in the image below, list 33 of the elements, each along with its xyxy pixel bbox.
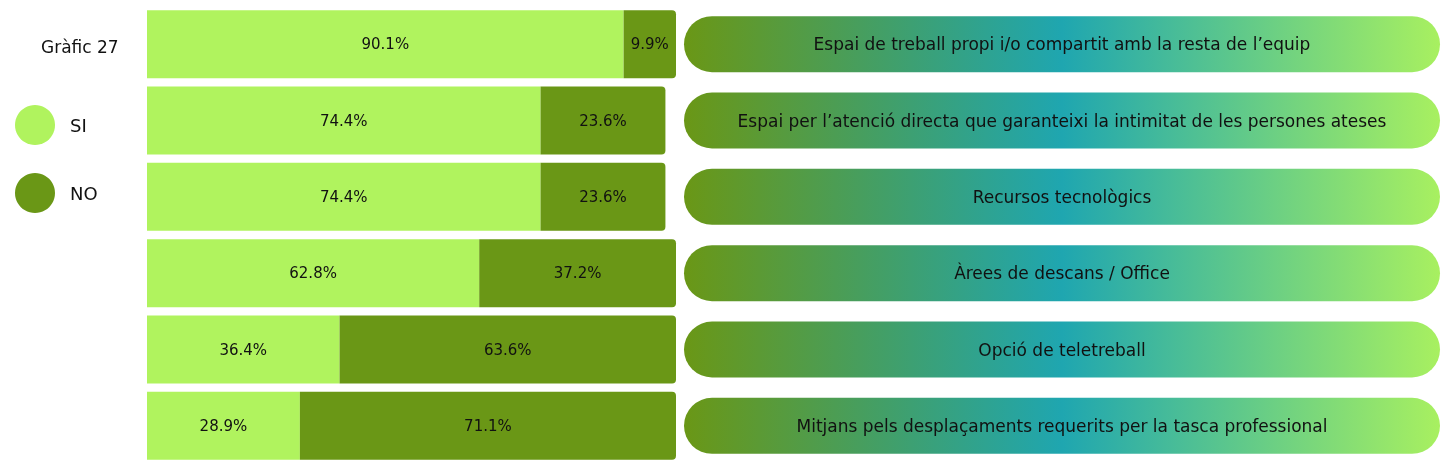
y-tick-label: Espai de treball propi i/o compartit amb la resta de l’equip bbox=[813, 34, 1311, 55]
bar bbox=[147, 10, 624, 79]
bar bbox=[623, 10, 676, 79]
bar bbox=[147, 239, 480, 308]
y-tick-label: Àrees de descans / Office bbox=[954, 262, 1170, 284]
bar bbox=[299, 391, 676, 460]
data-label: 9.9% bbox=[630, 35, 669, 54]
y-tick-label: Opció de teletreball bbox=[978, 339, 1146, 360]
bar bbox=[479, 239, 676, 308]
data-label: 62.8% bbox=[289, 264, 337, 283]
bar bbox=[540, 86, 666, 155]
data-label: 71.1% bbox=[464, 416, 512, 435]
bar bbox=[147, 86, 541, 155]
bar bbox=[540, 162, 666, 231]
data-label: 90.1% bbox=[361, 35, 410, 54]
legend-label: SI bbox=[70, 114, 87, 136]
data-label: 63.6% bbox=[483, 340, 532, 359]
bar bbox=[147, 315, 340, 384]
data-label: 37.2% bbox=[553, 264, 602, 283]
bar bbox=[147, 162, 541, 231]
y-tick-label: Mitjans pels desplaçaments requerits per la tasca professional bbox=[796, 415, 1328, 436]
data-label: 74.4% bbox=[319, 187, 368, 206]
data-label: 74.4% bbox=[319, 111, 368, 130]
bar bbox=[147, 391, 300, 460]
bar bbox=[339, 315, 676, 384]
text: Gràfic 27 bbox=[41, 36, 119, 57]
data-label: 23.6% bbox=[579, 187, 627, 206]
data-label: 36.4% bbox=[219, 340, 268, 359]
y-tick-label: Recursos tecnològics bbox=[972, 186, 1152, 207]
data-label: 23.6% bbox=[579, 111, 627, 130]
y-tick-label: Espai per l’atenció directa que garanteixi la intimitat de les persones ateses bbox=[737, 110, 1387, 131]
legend-label: NO bbox=[70, 182, 98, 204]
data-label: 28.9% bbox=[199, 416, 248, 435]
